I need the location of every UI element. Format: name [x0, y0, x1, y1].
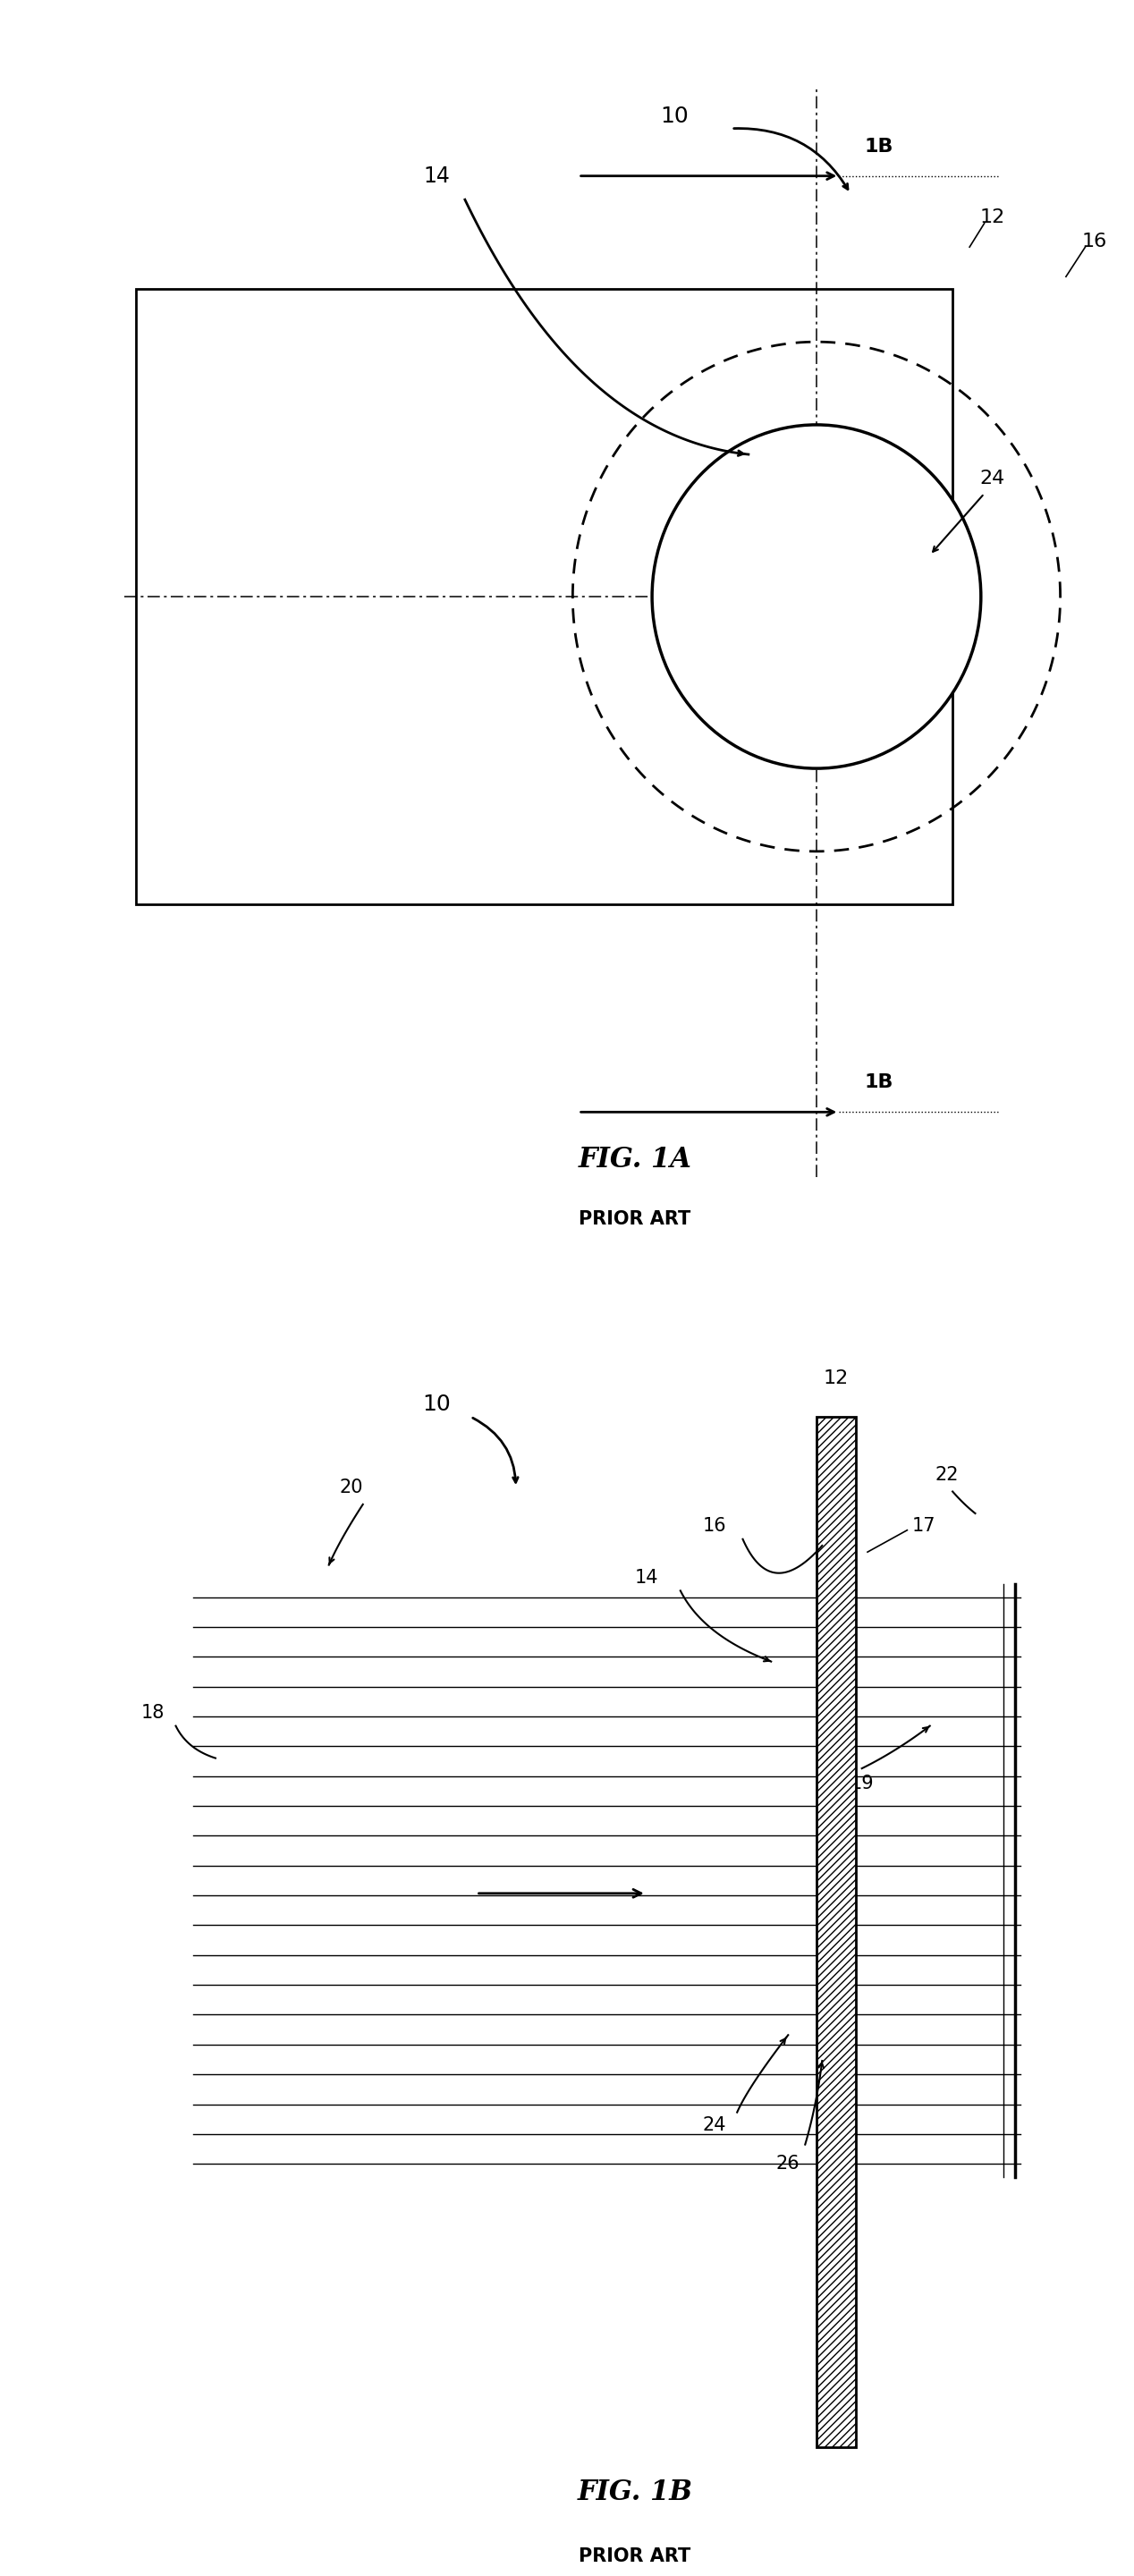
Circle shape [652, 425, 981, 768]
Text: 16: 16 [1082, 232, 1107, 250]
Text: 22: 22 [936, 1466, 958, 1484]
Text: FIG. 1A: FIG. 1A [578, 1146, 692, 1172]
Text: 18: 18 [142, 1705, 164, 1721]
Text: 24: 24 [703, 2117, 726, 2133]
Text: PRIOR ART: PRIOR ART [579, 2548, 691, 2566]
Bar [136, 289, 953, 904]
Text: 19: 19 [850, 1775, 873, 1793]
Text: PRIOR ART: PRIOR ART [579, 1211, 691, 1229]
Text: 12: 12 [823, 1370, 849, 1386]
Text: 12: 12 [980, 209, 1005, 227]
Text: 1B: 1B [864, 137, 894, 155]
Text: 26: 26 [777, 2156, 799, 2172]
Text: 20: 20 [340, 1479, 363, 1497]
Text: 14: 14 [423, 165, 450, 185]
Text: 14: 14 [635, 1569, 658, 1587]
Bar [816, 1417, 856, 2447]
Text: 1B: 1B [864, 1074, 894, 1092]
Text: 24: 24 [980, 469, 1005, 487]
Text: 10: 10 [660, 106, 689, 126]
Text: 16: 16 [703, 1517, 726, 1535]
Text: 10: 10 [422, 1394, 451, 1414]
Text: 17: 17 [913, 1517, 936, 1535]
Text: FIG. 1B: FIG. 1B [577, 2478, 693, 2506]
